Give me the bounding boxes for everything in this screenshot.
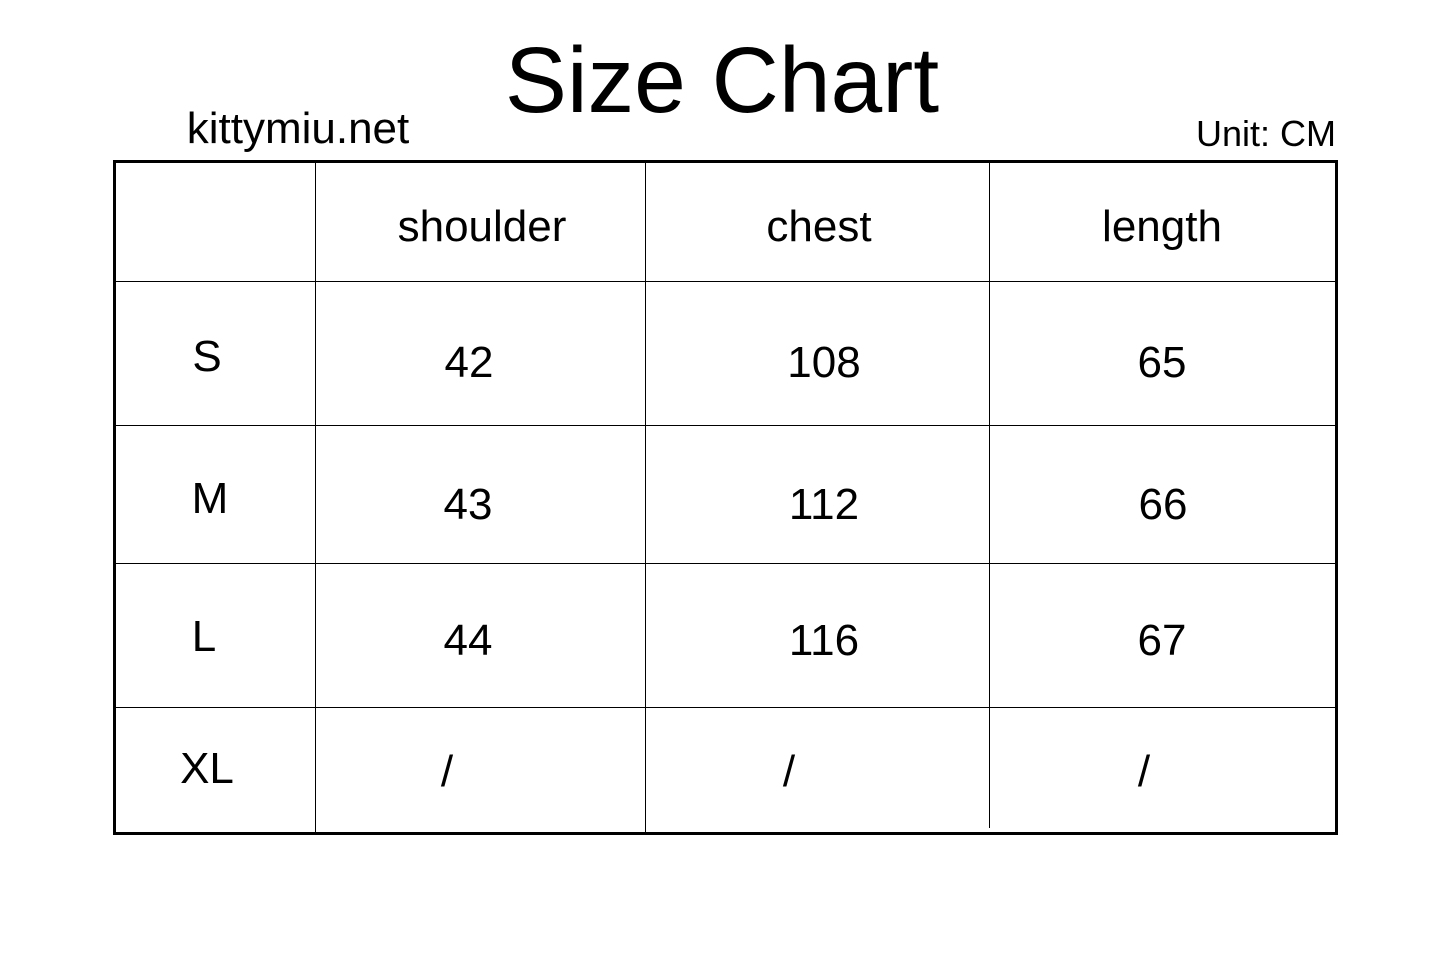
cell-value: 116: [788, 616, 860, 665]
cell-value: 43: [443, 480, 493, 529]
cell-value: /: [782, 747, 796, 796]
unit-label: Unit: CM: [1195, 113, 1336, 154]
row-divider: [115, 425, 1335, 426]
row-divider: [115, 707, 1335, 708]
size-label: M: [191, 474, 229, 523]
column-divider: [989, 162, 990, 828]
column-header-chest: chest: [766, 202, 872, 251]
cell-value: /: [1137, 747, 1151, 796]
cell-value: 112: [788, 480, 860, 529]
cell-value: 108: [787, 338, 861, 387]
cell-value: 65: [1137, 338, 1187, 387]
size-label: L: [191, 612, 217, 661]
site-name: kittymiu.net: [186, 104, 410, 153]
column-header-length: length: [1102, 202, 1222, 251]
cell-value: 66: [1138, 480, 1188, 529]
cell-value: 67: [1137, 616, 1187, 665]
cell-value: /: [440, 747, 454, 796]
column-divider: [645, 162, 646, 832]
size-label: S: [192, 332, 222, 381]
column-divider: [315, 162, 316, 832]
cell-value: 44: [443, 616, 493, 665]
row-divider: [115, 281, 1335, 282]
cell-value: 42: [444, 338, 494, 387]
page-title: Size Chart: [504, 28, 940, 132]
table-border: [113, 160, 1338, 835]
column-header-shoulder: shoulder: [397, 202, 567, 251]
size-label: XL: [180, 744, 234, 793]
row-divider: [115, 563, 1335, 564]
